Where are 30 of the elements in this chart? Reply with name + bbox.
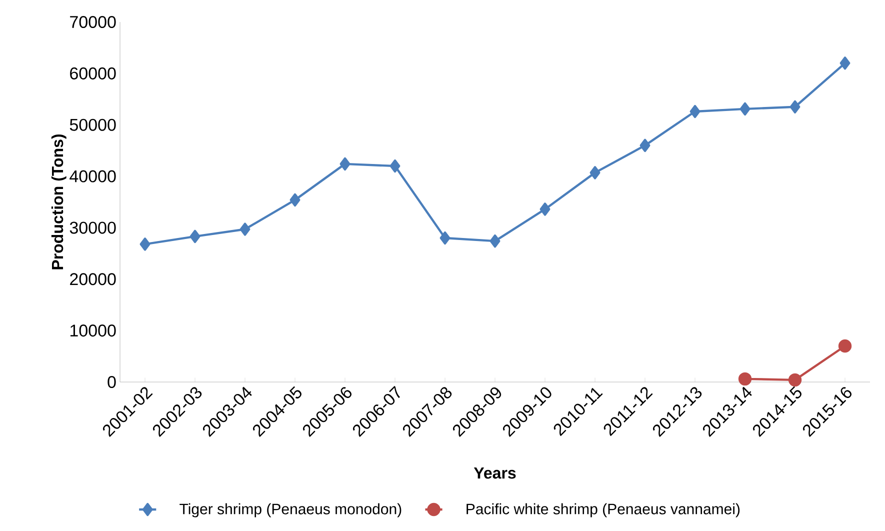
point (390, 159, 400, 173)
point (440, 231, 450, 245)
point (590, 166, 600, 180)
point (738, 372, 752, 386)
point (690, 104, 700, 118)
point (788, 373, 802, 387)
y-tick-label: 40000 (70, 170, 116, 182)
point (140, 238, 150, 251)
x-axis-title: Years (474, 468, 516, 479)
point (290, 193, 300, 207)
legend-label: Tiger shrimp (Penaeus monodon) (180, 503, 402, 518)
point (840, 56, 850, 70)
y-tick-label: 30000 (70, 222, 116, 234)
y-tick-label: 20000 (70, 273, 116, 286)
y-tick-label: 50000 (70, 118, 116, 131)
y-axis-title: Production (Tons) (51, 134, 66, 270)
point (190, 230, 200, 244)
y-tick-label: 0 (108, 376, 116, 388)
legend-label: Pacific white shrimp (Penaeus vannamei) (466, 503, 740, 518)
point (240, 222, 250, 236)
y-tick-label: 60000 (70, 67, 116, 80)
point (790, 100, 800, 114)
y-tick-label: 10000 (70, 324, 116, 337)
point (490, 234, 500, 248)
point (340, 157, 350, 171)
point (838, 339, 852, 353)
point (740, 102, 750, 116)
point (540, 202, 550, 216)
point (640, 138, 650, 152)
y-tick-label: 70000 (70, 16, 116, 28)
